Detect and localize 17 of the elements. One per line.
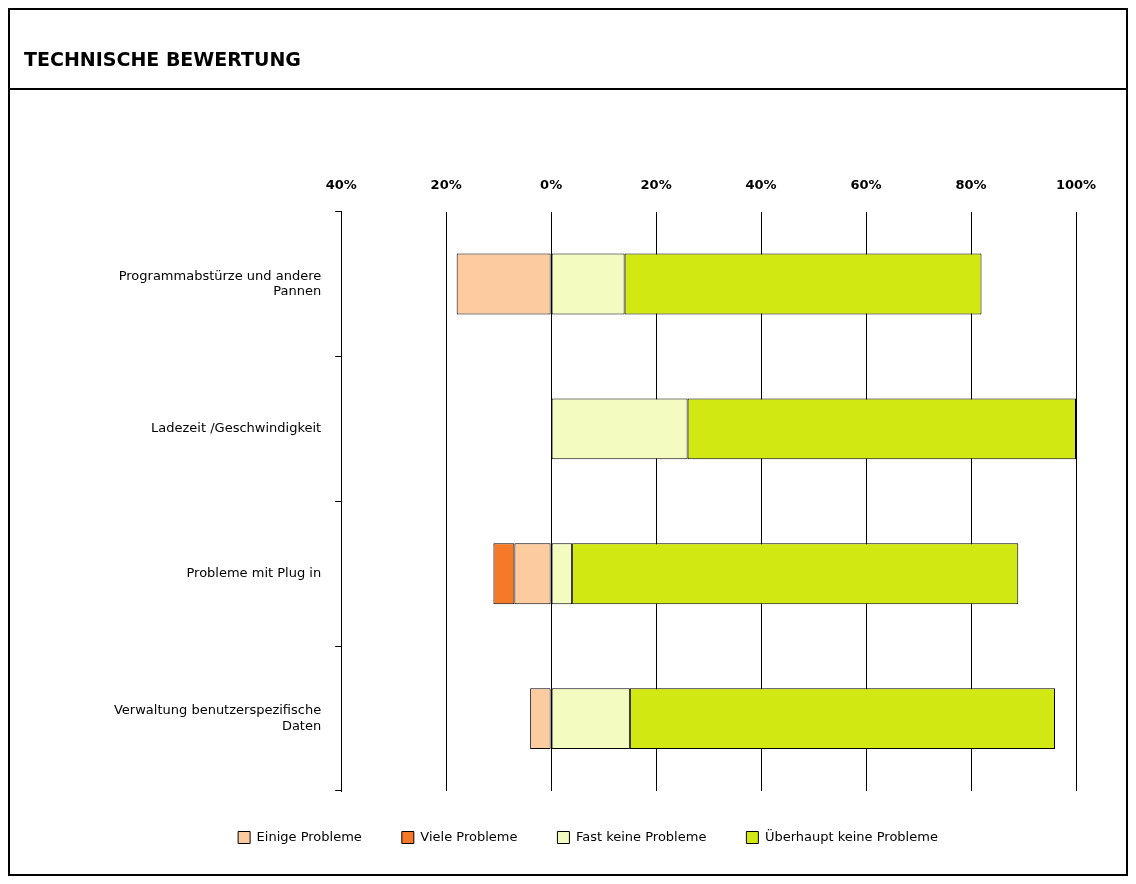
x-tick-label: 0% bbox=[540, 177, 563, 193]
legend-label: Überhaupt keine Probleme bbox=[764, 827, 938, 844]
x-tick-label: 20% bbox=[430, 177, 462, 193]
y-tick-label: Probleme mit Plug in bbox=[186, 565, 322, 581]
text: TECHNISCHE BEWERTUNG bbox=[10, 10, 1126, 90]
legend-label: Fast keine Probleme bbox=[575, 828, 707, 844]
x-tick-label: 40% bbox=[745, 177, 777, 193]
x-tick-label: 20% bbox=[640, 177, 672, 193]
x-tick-label: 100% bbox=[1055, 177, 1097, 193]
y-tick-label: Ladezeit /Geschwindigkeit bbox=[151, 420, 322, 436]
x-tick-label: 40% bbox=[325, 177, 357, 193]
x-tick-label: 80% bbox=[955, 177, 987, 193]
y-tick-label: Programmabstürze und andere Pannen bbox=[118, 267, 322, 299]
legend-label: Einige Probleme bbox=[256, 828, 362, 844]
x-tick-label: 60% bbox=[850, 177, 882, 193]
legend-label: Viele Probleme bbox=[420, 828, 518, 844]
y-tick-label: Verwaltung benutzerspezifische Daten bbox=[113, 702, 322, 733]
